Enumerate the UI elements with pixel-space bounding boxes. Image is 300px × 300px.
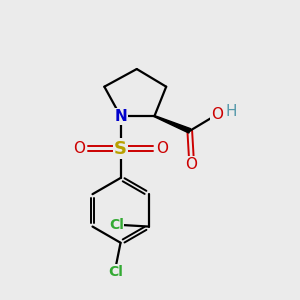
Text: O: O <box>156 141 168 156</box>
Text: O: O <box>73 141 85 156</box>
Text: N: N <box>114 109 127 124</box>
Text: H: H <box>225 104 237 119</box>
Text: O: O <box>211 107 223 122</box>
Polygon shape <box>154 116 191 133</box>
Text: Cl: Cl <box>109 265 124 279</box>
Text: S: S <box>114 140 127 158</box>
Text: Cl: Cl <box>109 218 124 232</box>
Text: O: O <box>185 157 197 172</box>
